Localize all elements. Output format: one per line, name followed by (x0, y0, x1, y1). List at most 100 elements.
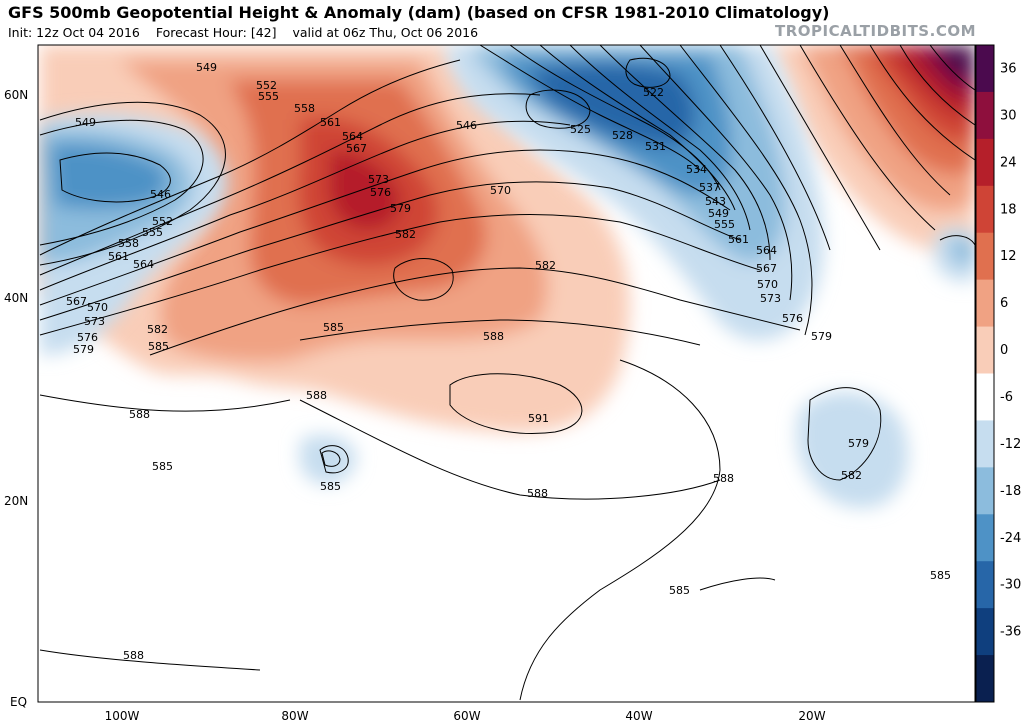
colorbar-swatch (976, 326, 994, 374)
height-contours (39, 45, 975, 701)
colorbar-tick-label: -12 (1000, 437, 1021, 452)
positive-anomaly-shading (40, 45, 975, 433)
valid-time: valid at 06z Thu, Oct 06 2016 (292, 25, 479, 40)
contour-label: 588 (713, 472, 734, 485)
contour-label: 585 (152, 460, 173, 473)
contour-label: 591 (528, 412, 549, 425)
contour-label: 582 (535, 259, 556, 272)
lon-tick-20w: 20W (798, 709, 825, 723)
contour-label: 579 (390, 202, 411, 215)
contour-label: 564 (133, 258, 154, 271)
lon-tick-100w: 100W (105, 709, 140, 723)
contour-label: 555 (714, 218, 735, 231)
colorbar-tick-label: 18 (1000, 202, 1017, 217)
contour-label: 576 (782, 312, 803, 325)
forecast-hour: Forecast Hour: [42] (155, 25, 277, 40)
contour-label: 573 (84, 315, 105, 328)
contour-label: 555 (142, 226, 163, 239)
contour-label: 579 (848, 437, 869, 450)
lat-tick-eq: EQ (10, 695, 27, 709)
latitude-ticks: 60N 40N 20N EQ (4, 88, 28, 709)
contour-label: 567 (66, 295, 87, 308)
contour-label: 570 (757, 278, 778, 291)
colorbar-swatch (976, 420, 994, 468)
contour-label: 582 (841, 469, 862, 482)
colorbar-swatch (976, 232, 994, 281)
contour-label: 570 (490, 184, 511, 197)
map-subtitle: Init: 12z Oct 04 2016 Forecast Hour: [42… (8, 25, 490, 40)
lon-tick-40w: 40W (625, 709, 652, 723)
colorbar-swatch (976, 138, 994, 187)
contour-label: 582 (147, 323, 168, 336)
contour-label: 522 (643, 86, 664, 99)
lat-tick-60n: 60N (4, 88, 28, 102)
colorbar-tick-label: -18 (1000, 484, 1021, 499)
contour-label: 558 (294, 102, 315, 115)
colorbar-tick-label: 6 (1000, 296, 1008, 311)
contour-labels: 5495525555585615645675735765795825465705… (66, 61, 951, 662)
negative-anomaly-shading (40, 45, 975, 509)
contour-label: 567 (756, 262, 777, 275)
contour-label: 531 (645, 140, 666, 153)
colorbar-swatch (976, 467, 994, 515)
contour-label: 561 (320, 116, 341, 129)
contour-label: 552 (256, 79, 277, 92)
colorbar-swatch (976, 608, 994, 656)
contour-label: 525 (570, 123, 591, 136)
contour-label: 588 (483, 330, 504, 343)
colorbar-swatch (976, 561, 994, 609)
colorbar-swatch (976, 514, 994, 562)
contour-label: 576 (370, 186, 391, 199)
contour-label: 573 (760, 292, 781, 305)
contour-label: 588 (123, 649, 144, 662)
colorbar-swatch (976, 91, 994, 140)
contour-label: 543 (705, 195, 726, 208)
colorbar-tick-label: 0 (1000, 343, 1008, 358)
contour-label: 555 (258, 90, 279, 103)
plot-border (37, 44, 976, 703)
contour-label: 564 (342, 130, 363, 143)
contour-label: 546 (456, 119, 477, 132)
contour-label: 558 (118, 237, 139, 250)
colorbar-swatch (976, 185, 994, 234)
colorbar-tick-label: 30 (1000, 108, 1017, 123)
contour-label: 576 (77, 331, 98, 344)
contour-label: 549 (708, 207, 729, 220)
contour-label: 588 (527, 487, 548, 500)
contour-label: 561 (108, 250, 129, 263)
contour-label: 585 (669, 584, 690, 597)
contour-label: 570 (87, 301, 108, 314)
init-time: Init: 12z Oct 04 2016 (8, 25, 140, 40)
contour-label: 585 (320, 480, 341, 493)
contour-label: 549 (75, 116, 96, 129)
lat-tick-20n: 20N (4, 494, 28, 508)
contour-label: 588 (129, 408, 150, 421)
colorbar-tick-label: -24 (1000, 531, 1021, 546)
colorbar-tick-label: 36 (1000, 61, 1017, 76)
contour-label: 579 (73, 343, 94, 356)
contour-label: 579 (811, 330, 832, 343)
colorbar-border (975, 44, 995, 703)
contour-label: 588 (306, 389, 327, 402)
contour-label: 585 (323, 321, 344, 334)
lat-tick-40n: 40N (4, 291, 28, 305)
map-title: GFS 500mb Geopotential Height & Anomaly … (8, 3, 830, 22)
contour-label: 561 (728, 233, 749, 246)
contour-label: 528 (612, 129, 633, 142)
contour-label: 537 (699, 181, 720, 194)
contour-label: 585 (148, 340, 169, 353)
colorbar-tick-label: -30 (1000, 578, 1021, 593)
colorbar-tick-label: -36 (1000, 625, 1021, 640)
lon-tick-80w: 80W (281, 709, 308, 723)
contour-label: 564 (756, 244, 777, 257)
colorbar-swatch (976, 45, 994, 93)
colorbar: 36 30 24 18 12 6 0 -6 -12 -18 -24 -30 -36 (975, 44, 1021, 703)
contour-label: 582 (395, 228, 416, 241)
contour-label: 549 (196, 61, 217, 74)
contour-label: 534 (686, 163, 707, 176)
colorbar-tick-label: 24 (1000, 155, 1017, 170)
contour-label: 552 (152, 215, 173, 228)
colorbar-tick-label: 12 (1000, 249, 1017, 264)
brand-watermark: TROPICALTIDBITS.COM (775, 22, 976, 40)
